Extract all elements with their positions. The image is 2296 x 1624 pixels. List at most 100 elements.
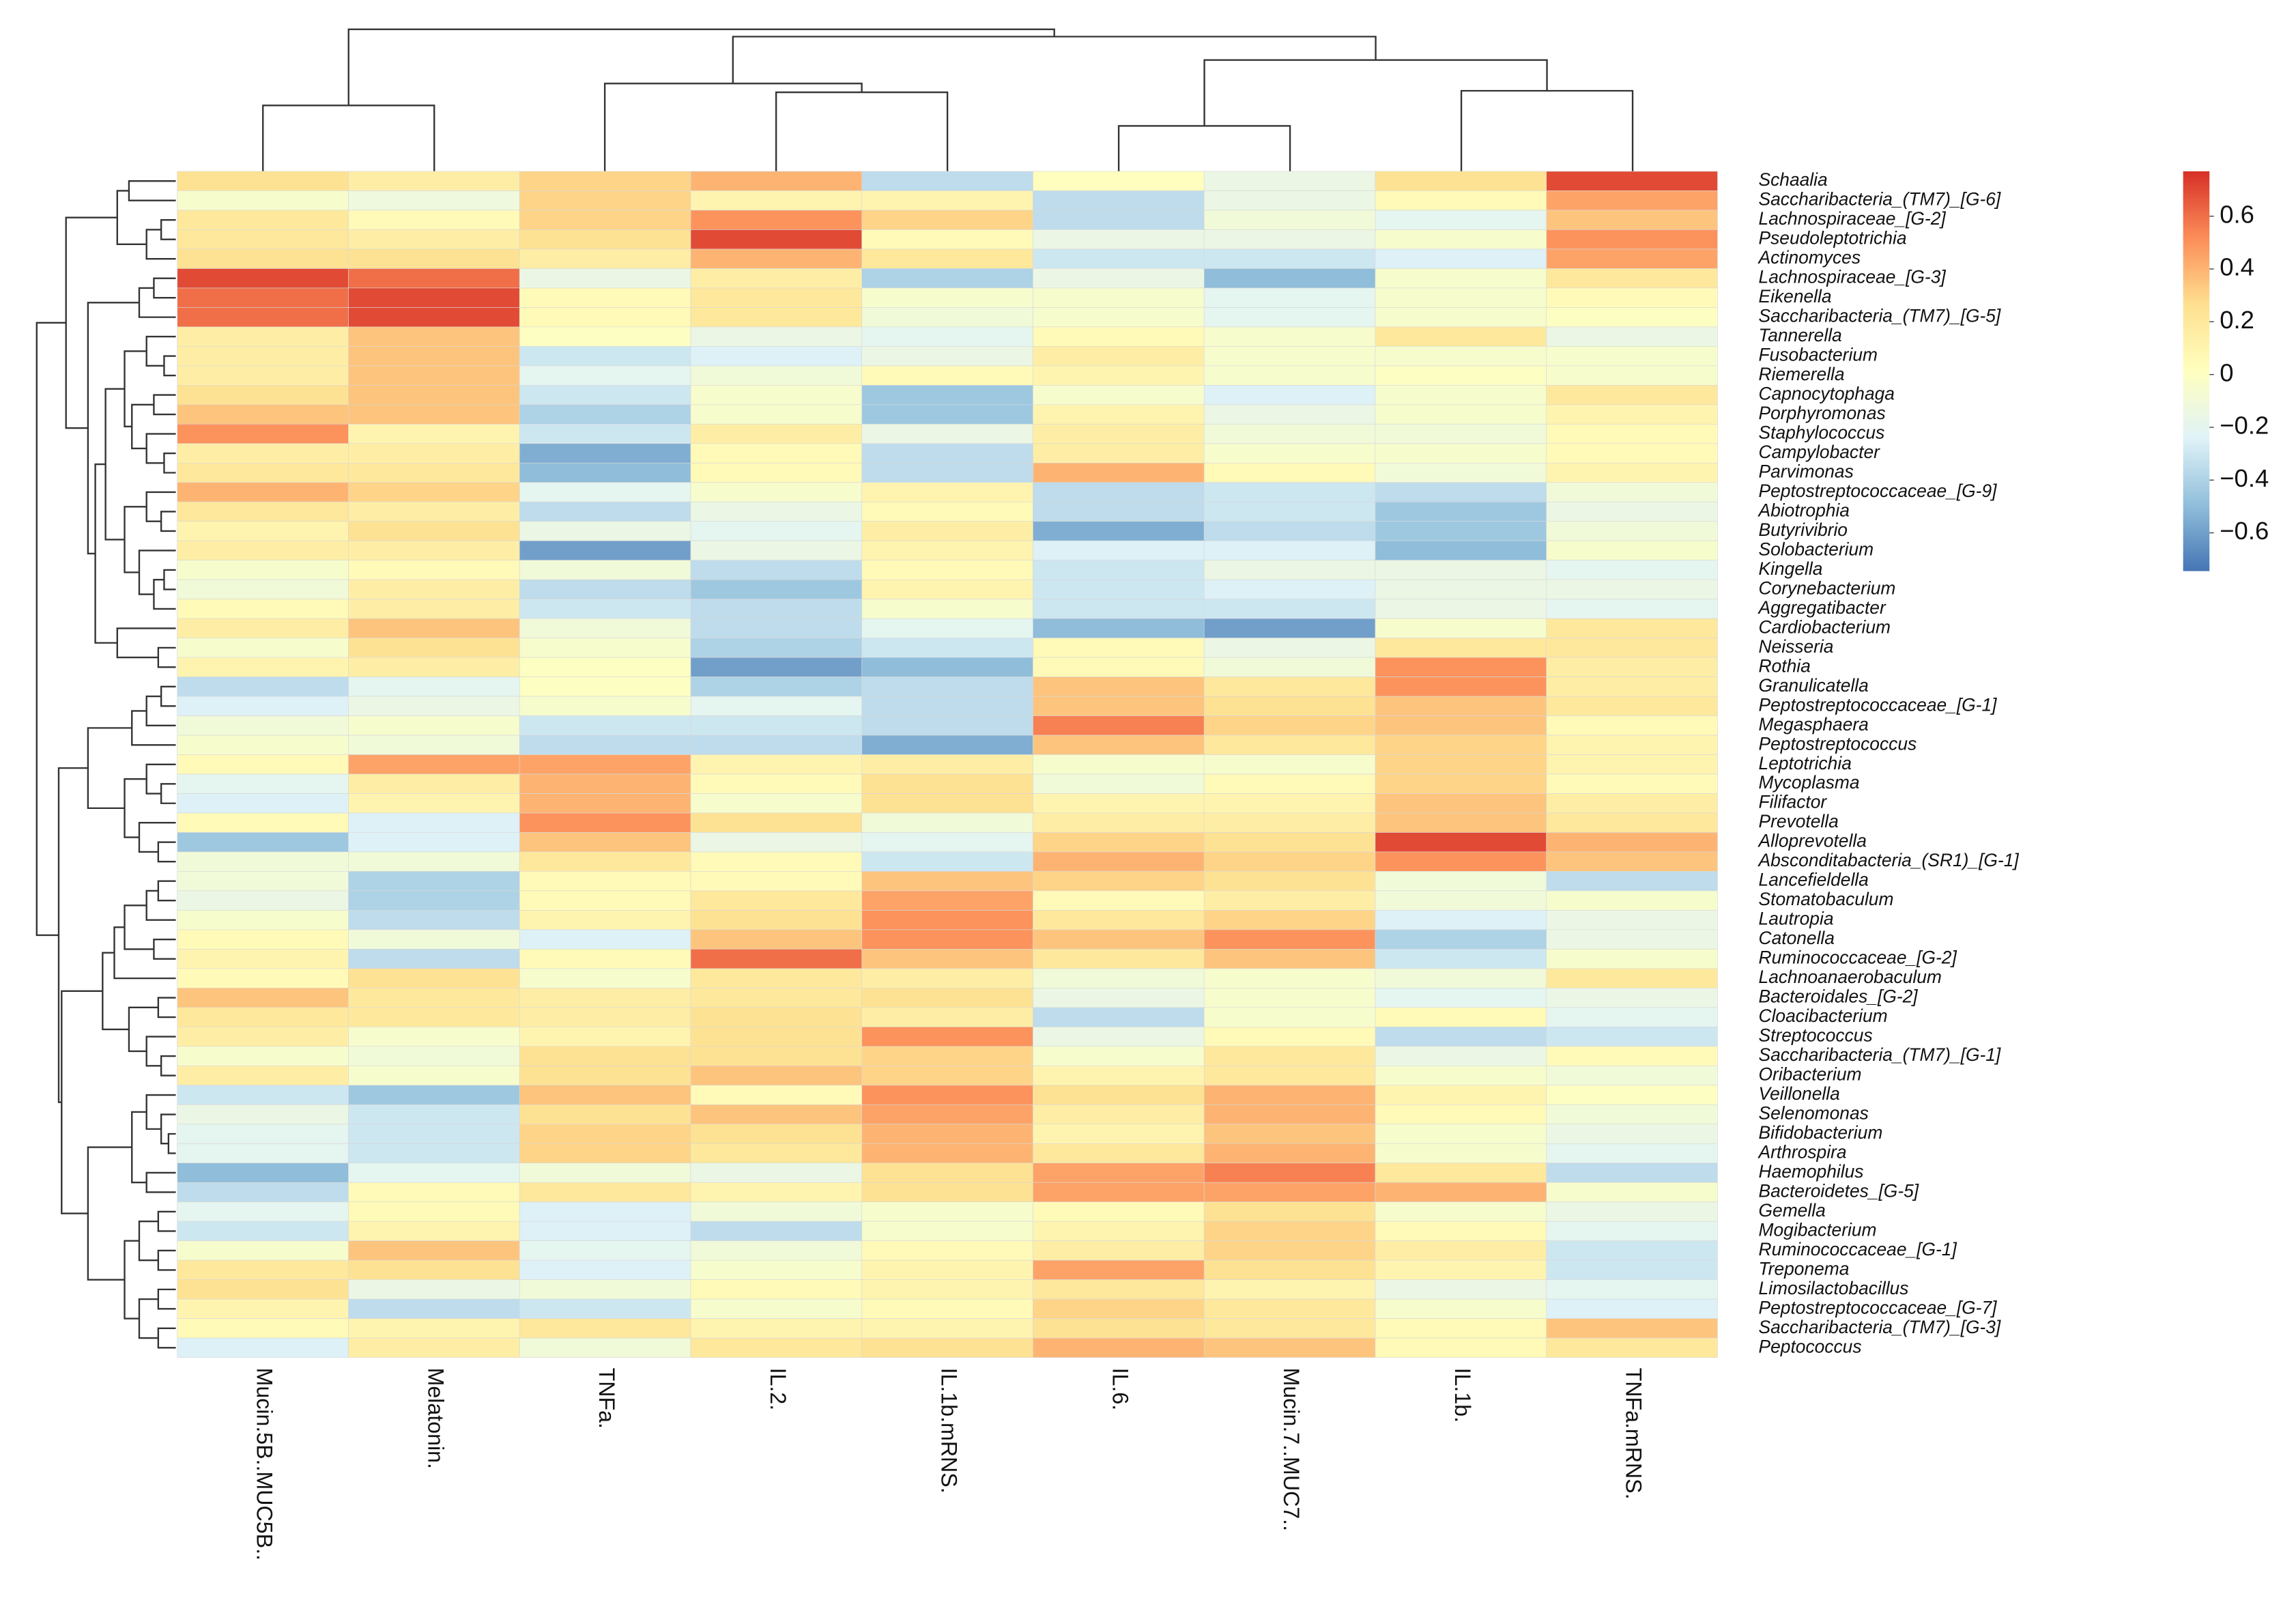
heatmap-cell (348, 1259, 520, 1280)
heatmap-cell (1203, 988, 1376, 1008)
heatmap-cell (1546, 890, 1718, 911)
heatmap-cell (1546, 423, 1718, 444)
heatmap-cell (1375, 443, 1547, 464)
heatmap-cell (861, 462, 1033, 483)
heatmap-cell (690, 1085, 863, 1105)
heatmap-cell (1203, 1163, 1376, 1183)
row-label: Oribacterium (1759, 1064, 1862, 1085)
heatmap-cell (690, 482, 863, 502)
heatmap-cell (1375, 1318, 1547, 1339)
heatmap-cell (348, 365, 520, 386)
heatmap-cell (519, 599, 691, 619)
heatmap-cell (861, 832, 1033, 853)
heatmap-cell (1033, 521, 1205, 541)
heatmap-cell (1546, 773, 1718, 794)
heatmap-cell (348, 482, 520, 502)
heatmap-cell (1033, 1279, 1205, 1300)
heatmap-cell (861, 579, 1033, 599)
heatmap-cell (519, 501, 691, 522)
heatmap-cell (1546, 1279, 1718, 1300)
heatmap-cell (177, 346, 349, 367)
heatmap-cell (861, 715, 1033, 736)
heatmap-cell (1546, 248, 1718, 269)
heatmap-cell (1375, 346, 1547, 367)
heatmap-cell (1375, 851, 1547, 872)
row-label: Saccharibacteria_(TM7)_[G-1] (1759, 1044, 2001, 1065)
heatmap-cell (1033, 190, 1205, 211)
heatmap-cell (1033, 1104, 1205, 1125)
heatmap-cell (1375, 307, 1547, 328)
heatmap-cell (519, 307, 691, 328)
heatmap-cell (690, 832, 863, 853)
row-label: Lachnospiraceae_[G-2] (1759, 208, 1947, 229)
heatmap-cell (1033, 385, 1205, 405)
heatmap-cell (1203, 1085, 1376, 1105)
heatmap-cell (1546, 385, 1718, 405)
heatmap-cell (1203, 1337, 1376, 1358)
row-label: Megasphaera (1759, 714, 1869, 735)
heatmap-cell (1375, 1163, 1547, 1183)
heatmap-cell (348, 638, 520, 658)
heatmap-cell (519, 1298, 691, 1319)
heatmap-cell (1375, 326, 1547, 347)
row-label: Ruminococcaceae_[G-2] (1759, 948, 1957, 968)
heatmap-cell (1375, 715, 1547, 736)
legend-tick-label: −0.6 (2220, 517, 2269, 545)
heatmap-cell (690, 1143, 863, 1164)
heatmap-cell (861, 482, 1033, 502)
heatmap-cell (690, 1182, 863, 1203)
heatmap-cell (348, 307, 520, 328)
heatmap-cell (861, 229, 1033, 250)
heatmap-cell (1033, 462, 1205, 483)
heatmap-cell (1546, 871, 1718, 892)
heatmap-cell (1375, 890, 1547, 911)
heatmap-cell (1033, 988, 1205, 1008)
heatmap-cell (861, 1182, 1033, 1203)
heatmap-cell (1375, 1279, 1547, 1300)
heatmap-cell (348, 1182, 520, 1203)
heatmap-cell (861, 1104, 1033, 1125)
heatmap-cell (861, 929, 1033, 950)
heatmap-cell (1546, 968, 1718, 988)
row-label: Eikenella (1759, 286, 1832, 307)
row-label: Neisseria (1759, 636, 1834, 657)
row-label: Pseudoleptotrichia (1759, 228, 1907, 248)
heatmap-cell (1203, 676, 1376, 697)
heatmap-cell (1375, 676, 1547, 697)
heatmap-cell (348, 443, 520, 464)
heatmap-cell (348, 773, 520, 794)
heatmap-cell (861, 540, 1033, 561)
heatmap-cell (861, 1143, 1033, 1164)
heatmap-cell (1033, 579, 1205, 599)
heatmap-cell (1033, 812, 1205, 833)
heatmap-cell (348, 949, 520, 969)
heatmap-cell (861, 190, 1033, 211)
heatmap-cell (1546, 949, 1718, 969)
heatmap-cell (690, 890, 863, 911)
heatmap-cell (1375, 210, 1547, 230)
heatmap-cell (1546, 1027, 1718, 1047)
heatmap-cell (690, 715, 863, 736)
heatmap-cell (690, 754, 863, 775)
heatmap-cell (1375, 501, 1547, 522)
heatmap-cell (1033, 501, 1205, 522)
heatmap-cell (1033, 696, 1205, 716)
row-label: Saccharibacteria_(TM7)_[G-5] (1759, 306, 2001, 326)
heatmap-cell (177, 521, 349, 541)
heatmap-cell (1033, 171, 1205, 191)
heatmap-cell (177, 1143, 349, 1164)
heatmap-cell (1375, 832, 1547, 853)
heatmap-cell (519, 1240, 691, 1261)
heatmap-cell (177, 832, 349, 853)
row-label: Ruminococcaceae_[G-1] (1759, 1239, 1957, 1259)
column-label: Melatonin. (423, 1368, 448, 1469)
heatmap-cell (861, 210, 1033, 230)
heatmap-cell (1033, 1182, 1205, 1203)
heatmap-cell (1203, 696, 1376, 716)
heatmap-cell (1546, 462, 1718, 483)
heatmap-cell (519, 248, 691, 269)
heatmap-cell (177, 248, 349, 269)
heatmap-cell (1033, 657, 1205, 677)
heatmap-cell (690, 190, 863, 211)
heatmap-cell (177, 754, 349, 775)
